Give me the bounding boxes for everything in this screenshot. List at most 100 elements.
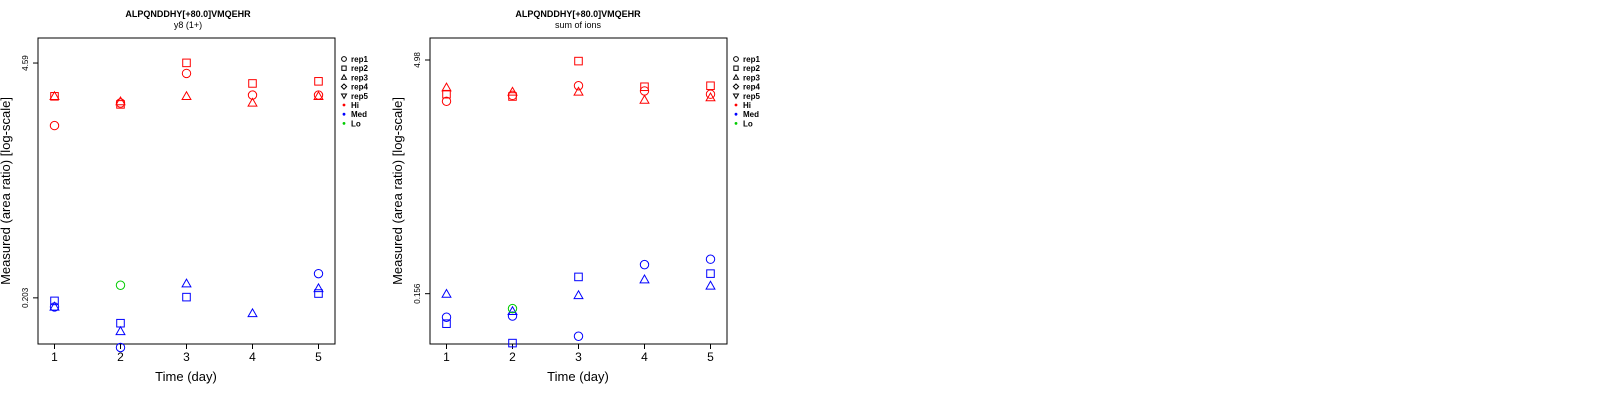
legend-marker — [340, 73, 348, 80]
data-point — [181, 90, 192, 100]
x-tick-label: 3 — [575, 350, 582, 364]
data-point — [508, 92, 517, 101]
data-point — [639, 259, 650, 270]
data-point — [640, 82, 649, 92]
x-axis-label: Time (day) — [547, 369, 609, 384]
chart-1: ALPQNDDHY[+80.0]VMQEHR y8 (1+) 1 2 3 4 5 0.2… — [0, 9, 368, 384]
data-points — [441, 56, 716, 348]
legend-label: Lo — [743, 119, 753, 128]
legend-label: Med — [743, 110, 759, 119]
y-axis: 0.203 4.59 — [21, 55, 38, 308]
legend-label: Med — [351, 110, 367, 119]
legend-marker — [341, 56, 347, 62]
x-tick-label: 2 — [117, 350, 124, 364]
data-point — [441, 82, 452, 92]
legend-marker — [732, 93, 740, 100]
x-tick-label: 5 — [707, 350, 714, 364]
y-tick-label: 4.98 — [413, 52, 422, 68]
data-point — [441, 312, 452, 322]
legend-label: rep3 — [743, 73, 760, 82]
y-axis: 0.156 4.98 — [413, 52, 430, 304]
data-point — [314, 289, 323, 298]
legend-label: rep5 — [743, 92, 760, 101]
data-point — [507, 305, 518, 316]
legend-label: Lo — [351, 119, 361, 128]
chart-title: ALPQNDDHY[+80.0]VMQEHR — [125, 9, 251, 19]
data-point — [441, 288, 452, 298]
chart-subtitle: y8 (1+) — [174, 20, 202, 30]
chart-2: ALPQNDDHY[+80.0]VMQEHR sum of ions 1 2 3 4 5… — [390, 9, 760, 384]
plot-frame — [37, 37, 336, 345]
data-point — [247, 97, 258, 107]
legend-marker — [733, 56, 739, 62]
data-point — [182, 58, 191, 68]
data-point — [49, 120, 60, 131]
legend-marker — [340, 83, 348, 90]
data-points — [49, 58, 324, 353]
data-point — [573, 331, 584, 341]
data-point — [574, 272, 583, 282]
data-point — [115, 280, 126, 290]
data-point — [313, 282, 324, 293]
data-point — [705, 92, 716, 102]
legend-label: rep3 — [351, 73, 368, 82]
legend-label: Hi — [351, 101, 359, 110]
chart-title: ALPQNDDHY[+80.0]VMQEHR — [515, 9, 641, 19]
x-axis: 1 2 3 4 5 — [443, 344, 714, 364]
legend-marker — [340, 93, 348, 100]
data-point — [442, 319, 451, 328]
legend-marker — [733, 65, 739, 71]
data-point — [507, 86, 518, 96]
x-tick-label: 1 — [443, 350, 450, 364]
legend-label: rep4 — [351, 83, 368, 92]
legend-label: rep1 — [743, 55, 760, 64]
data-point — [507, 311, 518, 321]
data-point — [181, 278, 192, 288]
data-point — [181, 68, 192, 79]
data-point — [247, 307, 258, 318]
data-point — [49, 301, 60, 311]
legend-label: rep1 — [351, 55, 368, 64]
data-point — [705, 280, 716, 290]
legend-marker — [732, 83, 740, 90]
data-point — [639, 94, 650, 104]
legend-label: Hi — [743, 101, 751, 110]
data-point — [115, 95, 126, 106]
data-point — [313, 90, 324, 100]
data-point — [573, 86, 584, 96]
data-point — [705, 254, 716, 264]
data-point — [573, 289, 584, 300]
legend-marker — [342, 122, 346, 125]
y-axis-label: Measured (area ratio) [log-scale] — [0, 97, 13, 285]
y-tick-label: 0.203 — [21, 287, 30, 308]
x-tick-label: 4 — [249, 350, 256, 364]
legend-label: rep4 — [743, 83, 760, 92]
data-point — [507, 303, 518, 314]
x-axis-label: Time (day) — [155, 369, 217, 384]
data-point — [115, 342, 126, 353]
legend-marker — [734, 112, 738, 116]
x-tick-label: 1 — [51, 350, 58, 364]
data-point — [248, 79, 257, 88]
x-tick-label: 5 — [315, 350, 322, 364]
y-tick-label: 0.156 — [413, 283, 422, 304]
data-point — [508, 338, 517, 348]
legend-label: rep5 — [351, 92, 368, 101]
legend-marker — [734, 103, 738, 107]
data-point — [705, 89, 716, 99]
legend-marker — [342, 103, 346, 107]
data-point — [314, 77, 323, 86]
legend-marker — [342, 112, 346, 116]
chart-subtitle: sum of ions — [555, 20, 602, 30]
legend-marker — [734, 122, 738, 125]
x-tick-label: 3 — [183, 350, 190, 364]
data-point — [115, 325, 126, 336]
legend-label: rep2 — [743, 64, 760, 73]
y-axis-label: Measured (area ratio) [log-scale] — [390, 97, 405, 285]
data-point — [573, 81, 584, 91]
data-point — [182, 292, 191, 302]
legend-marker — [341, 65, 347, 71]
data-point — [441, 96, 452, 107]
